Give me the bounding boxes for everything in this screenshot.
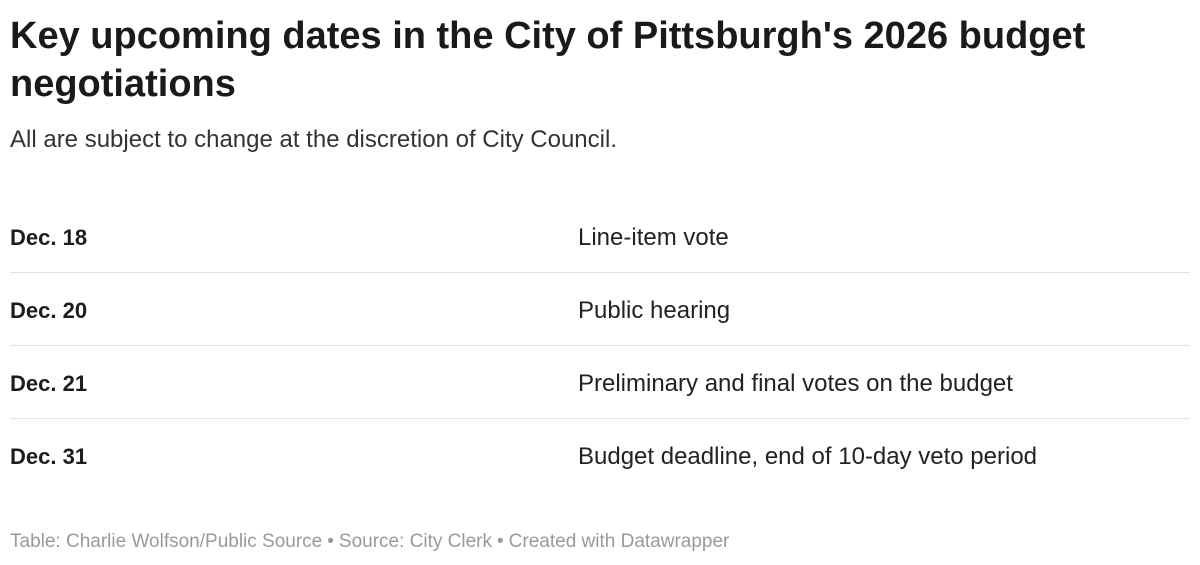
dates-table: Dec. 18 Line-item vote Dec. 20 Public he… bbox=[10, 200, 1190, 492]
footer-separator: • bbox=[497, 531, 504, 552]
date-cell: Dec. 21 bbox=[10, 371, 88, 396]
chart-footer: Table: Charlie Wolfson/Public Source • Sou… bbox=[10, 529, 729, 555]
source-text: Source: City Clerk bbox=[338, 531, 493, 552]
chart-title: Key upcoming dates in the City of Pittsb… bbox=[10, 15, 1086, 105]
datawrapper-credit-link[interactable]: Created with Datawrapper bbox=[508, 531, 730, 552]
table-row: Dec. 31 Budget deadline, end of 10-day v… bbox=[10, 419, 1190, 492]
table-row: Dec. 21 Preliminary and final votes on t… bbox=[10, 346, 1190, 419]
footer-separator: • bbox=[327, 531, 334, 552]
table-row: Dec. 20 Public hearing bbox=[10, 273, 1190, 346]
table-card: Key upcoming dates in the City of Pittsb… bbox=[10, 0, 1190, 565]
event-cell: Line-item vote bbox=[578, 224, 729, 251]
chart-subtitle: All are subject to change at the discret… bbox=[10, 126, 617, 153]
event-cell: Budget deadline, end of 10-day veto peri… bbox=[578, 443, 1038, 470]
event-cell: Public hearing bbox=[578, 297, 731, 324]
table-row: Dec. 18 Line-item vote bbox=[10, 200, 1190, 273]
date-cell: Dec. 18 bbox=[10, 225, 88, 250]
credit-text: Table: Charlie Wolfson/Public Source bbox=[10, 531, 323, 552]
date-cell: Dec. 31 bbox=[10, 444, 88, 469]
date-cell: Dec. 20 bbox=[10, 298, 88, 323]
event-cell: Preliminary and final votes on the budge… bbox=[578, 370, 1013, 397]
